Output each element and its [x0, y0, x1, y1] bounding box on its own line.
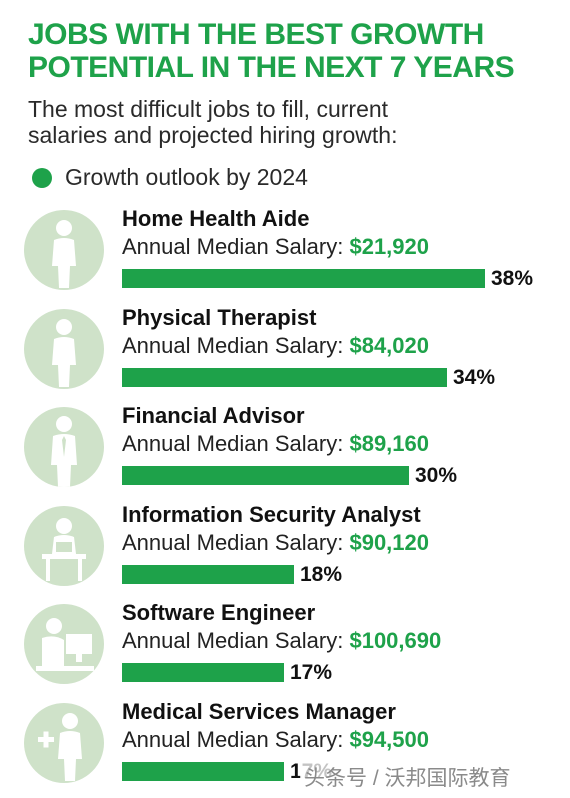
- job-row: Software Engineer Annual Median Salary: $…: [0, 600, 570, 698]
- salary-line: Annual Median Salary: $84,020: [122, 333, 429, 359]
- category-label: Physical Therapist: [122, 305, 317, 330]
- job-row: Information Security Analyst Annual Media…: [0, 502, 570, 600]
- chart-subtitle: The most difficult jobs to fill, current…: [28, 96, 548, 148]
- category-label: Medical Services Manager: [122, 699, 396, 724]
- bar-value-label: 34%: [453, 366, 496, 389]
- legend-swatch: [32, 167, 52, 188]
- salary-value: $21,920: [349, 234, 429, 259]
- salary-value: $90,120: [349, 530, 429, 555]
- watermark: 头条号 / 沃邦国际教育: [300, 762, 515, 792]
- chart-title: JOBS WITH THE BEST GROWTH POTENTIAL IN T…: [28, 18, 558, 84]
- subtitle-line-2: salaries and projected hiring growth:: [28, 122, 398, 148]
- desk-worker-icon: [24, 506, 104, 586]
- salary-label: Annual Median Salary:: [122, 431, 350, 456]
- job-row: Home Health Aide Annual Median Salary: $2…: [0, 206, 570, 304]
- person-icon: [24, 309, 104, 389]
- businessman-icon: [24, 407, 104, 487]
- category-label: Home Health Aide: [122, 206, 310, 231]
- salary-line: Annual Median Salary: $94,500: [122, 727, 429, 753]
- legend: Growth outlook by 2024: [32, 164, 308, 191]
- bar-value-label: 17%: [290, 661, 333, 684]
- category-label: Software Engineer: [122, 600, 316, 625]
- salary-label: Annual Median Salary:: [122, 727, 350, 752]
- salary-label: Annual Median Salary:: [122, 333, 350, 358]
- growth-bar: [122, 466, 409, 485]
- medical-person-icon: [24, 703, 104, 783]
- salary-label: Annual Median Salary:: [122, 628, 350, 653]
- salary-value: $100,690: [349, 628, 442, 653]
- salary-value: $89,160: [349, 431, 429, 456]
- growth-bar: [122, 368, 447, 387]
- person-icon: [24, 210, 104, 290]
- growth-bar: [122, 269, 485, 288]
- growth-bar: [122, 762, 284, 781]
- job-row: Medical Services Manager Annual Median Sa…: [0, 699, 570, 797]
- bar-value-label: 38%: [491, 267, 534, 290]
- salary-line: Annual Median Salary: $89,160: [122, 431, 429, 457]
- salary-label: Annual Median Salary:: [122, 234, 350, 259]
- computer-user-icon: [24, 604, 104, 684]
- salary-label: Annual Median Salary:: [122, 530, 350, 555]
- subtitle-line-1: The most difficult jobs to fill, current: [28, 96, 389, 122]
- salary-line: Annual Median Salary: $90,120: [122, 530, 429, 556]
- bar-value-label: 30%: [415, 464, 458, 487]
- title-line-2: POTENTIAL IN THE NEXT 7 YEARS: [28, 51, 515, 84]
- salary-value: $94,500: [349, 727, 429, 752]
- salary-line: Annual Median Salary: $21,920: [122, 234, 429, 260]
- growth-bar: [122, 565, 294, 584]
- category-label: Information Security Analyst: [122, 502, 421, 527]
- salary-value: $84,020: [349, 333, 429, 358]
- job-row: Physical Therapist Annual Median Salary: …: [0, 305, 570, 403]
- title-line-1: JOBS WITH THE BEST GROWTH: [28, 18, 484, 51]
- category-label: Financial Advisor: [122, 403, 305, 428]
- legend-label: Growth outlook by 2024: [65, 164, 308, 190]
- salary-line: Annual Median Salary: $100,690: [122, 628, 441, 654]
- bar-value-label: 18%: [300, 563, 343, 586]
- job-row: Financial Advisor Annual Median Salary: $…: [0, 403, 570, 501]
- growth-bar: [122, 663, 284, 682]
